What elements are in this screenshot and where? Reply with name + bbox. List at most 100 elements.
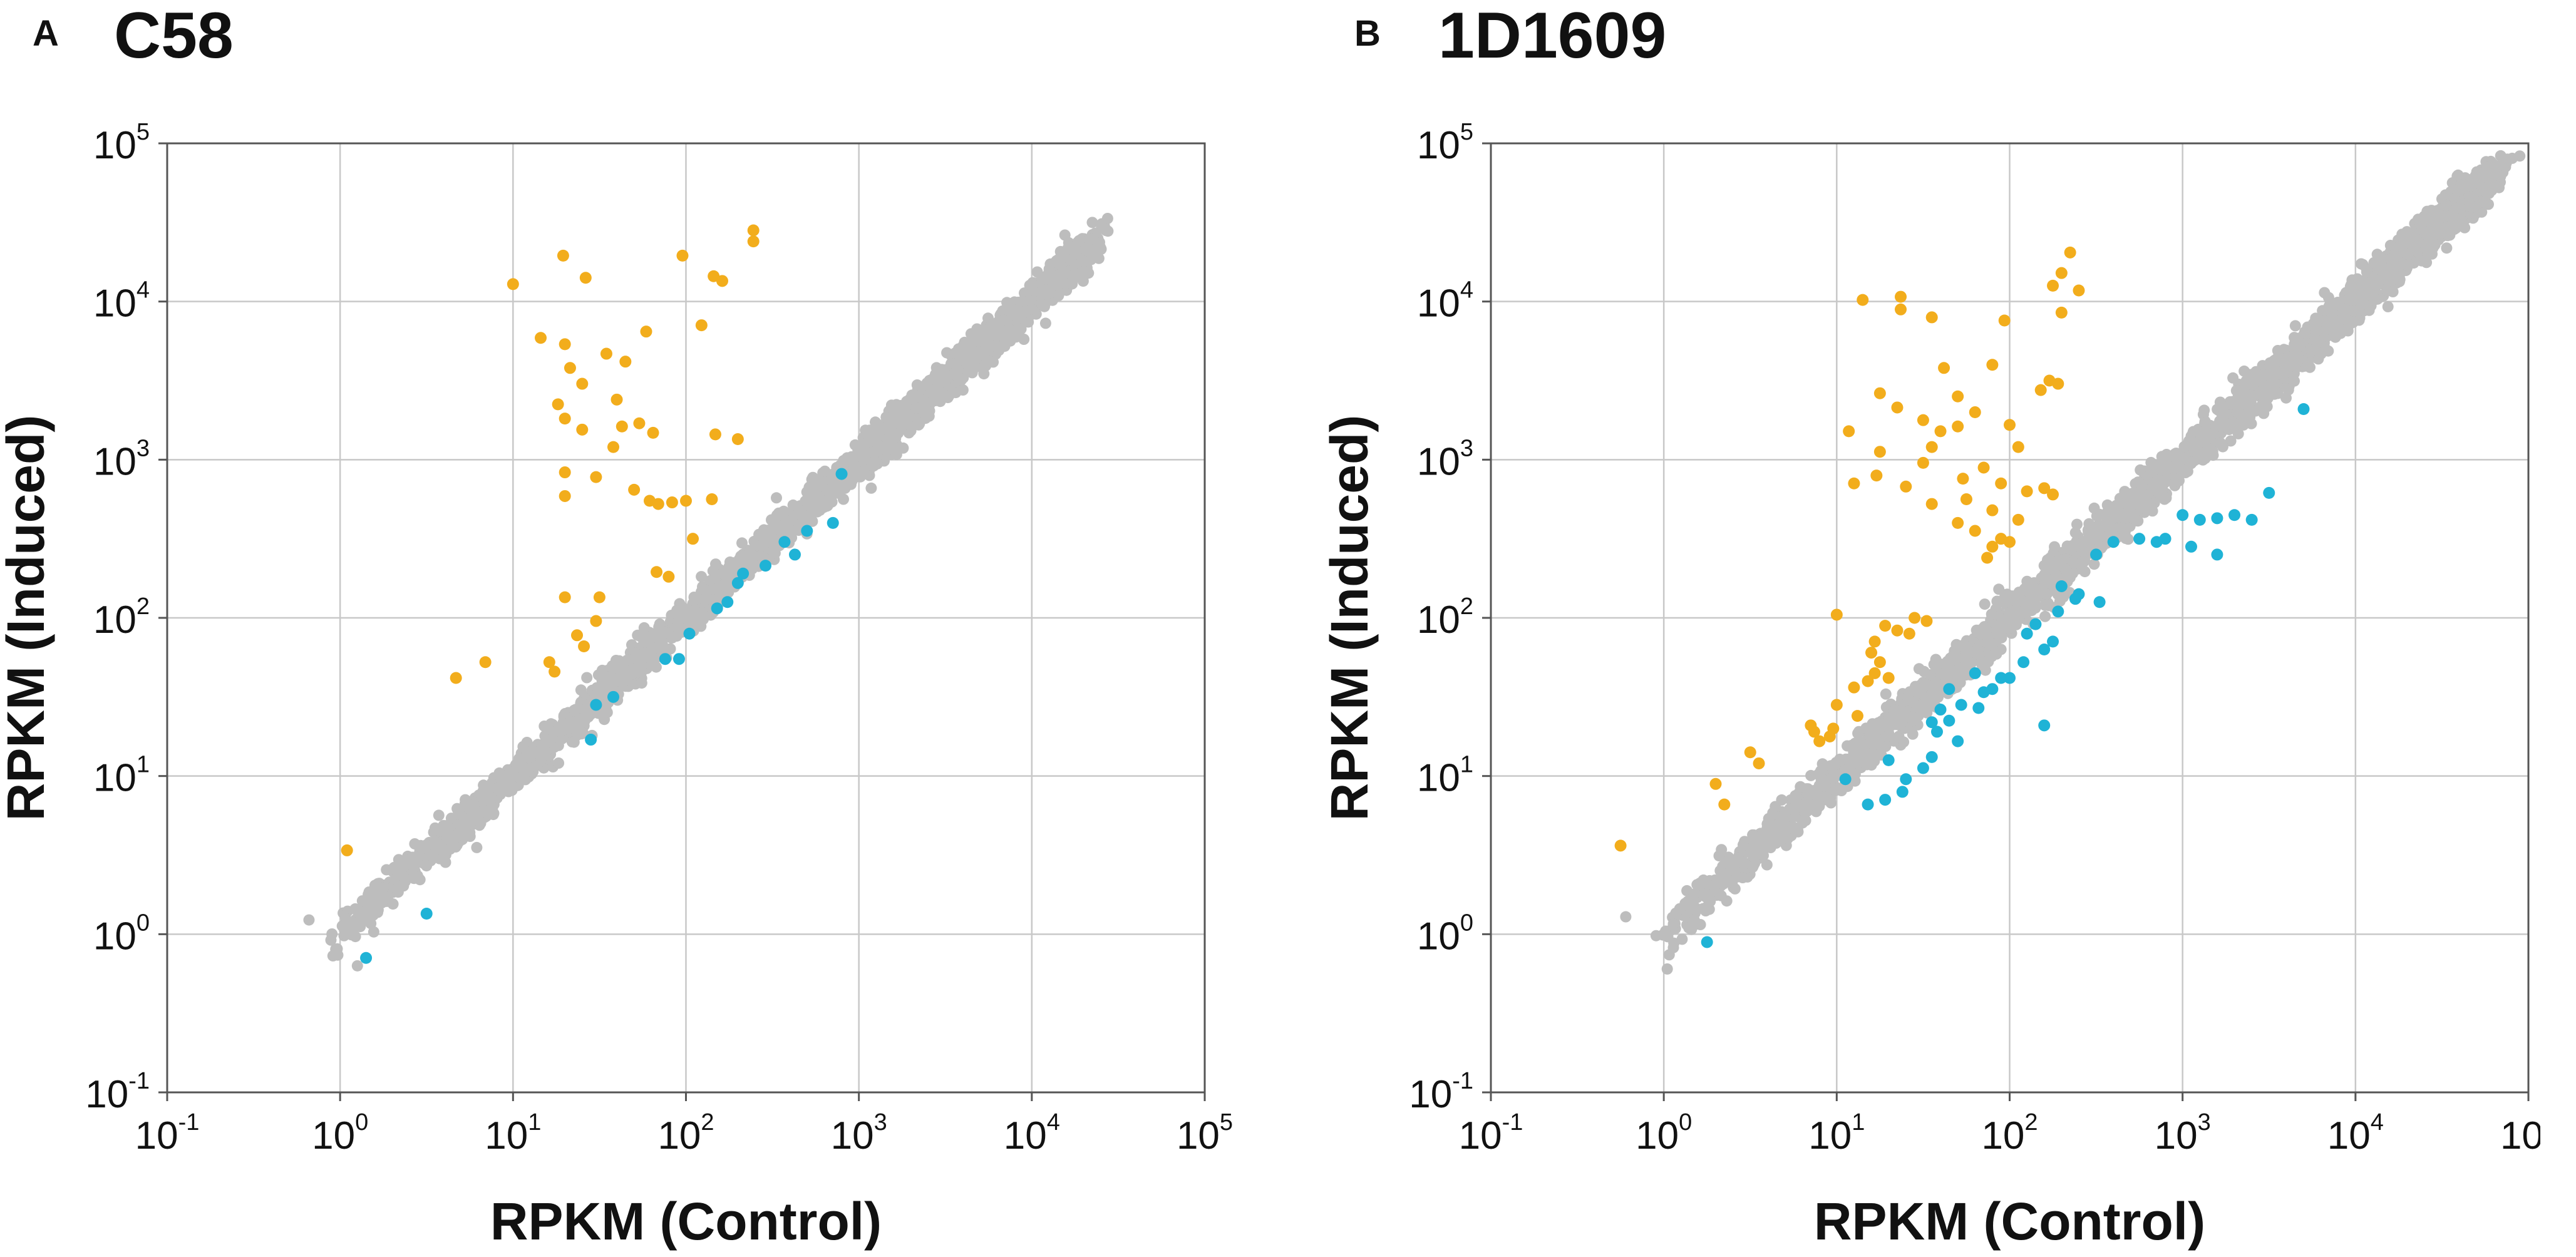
baseline-point [368, 926, 379, 938]
baseline-point [1933, 669, 1945, 680]
baseline-point [1001, 297, 1013, 309]
baseline-point [793, 508, 805, 520]
baseline-point [689, 593, 701, 605]
baseline-points [1620, 150, 2526, 975]
baseline-point [387, 898, 399, 910]
repressed-point [737, 567, 750, 580]
baseline-point [1059, 229, 1071, 241]
baseline-point [336, 920, 348, 932]
repressed-point [835, 468, 848, 480]
baseline-point [605, 678, 616, 690]
induced-point [450, 672, 462, 684]
baseline-point [865, 482, 877, 494]
baseline-point [920, 379, 932, 391]
chart-title: 1D1609 [1438, 0, 1667, 72]
repressed-point [827, 516, 839, 529]
baseline-point [460, 798, 471, 809]
baseline-point [838, 493, 849, 505]
baseline-point [445, 813, 457, 824]
induced-point [507, 278, 519, 290]
baseline-point [803, 500, 815, 512]
baseline-point [775, 520, 786, 532]
baseline-point [803, 490, 815, 501]
y-axis-label: RPKM (Induced) [0, 415, 55, 821]
induced-point [706, 493, 718, 505]
induced-point [716, 275, 728, 287]
induced-point [578, 640, 590, 652]
induced-point [747, 224, 760, 237]
baseline-point [1747, 861, 1759, 873]
baseline-point [381, 864, 393, 876]
repressed-point [788, 548, 801, 561]
baseline-point [2199, 436, 2211, 448]
repressed-point [420, 907, 433, 920]
baseline-point [523, 762, 534, 774]
repressed-point [721, 596, 734, 608]
repressed-point [683, 627, 696, 640]
baseline-point [707, 565, 719, 577]
induced-point [607, 441, 620, 453]
baseline-point [523, 746, 535, 758]
baseline-point [433, 809, 445, 821]
baseline-point [636, 677, 647, 689]
baseline-point [2013, 587, 2025, 598]
baseline-point [991, 320, 1002, 332]
baseline-point [514, 762, 526, 774]
baseline-point [1086, 217, 1098, 228]
baseline-point [889, 431, 901, 443]
baseline-point [376, 884, 388, 896]
baseline-point [768, 543, 780, 555]
repressed-point [778, 536, 791, 548]
series-repressed [360, 468, 848, 964]
induced-point [600, 347, 612, 360]
baseline-point [1813, 769, 1824, 781]
induced-point [687, 533, 699, 545]
baseline-point [2079, 566, 2091, 578]
induced-point [576, 423, 589, 436]
repressed-point [360, 952, 373, 964]
induced-point [731, 433, 744, 445]
baseline-point [2120, 488, 2132, 500]
induced-point [576, 377, 589, 390]
baseline-point [1095, 244, 1107, 255]
baseline-point [952, 364, 964, 376]
baseline-point [771, 492, 782, 504]
baseline-point [636, 659, 647, 670]
baseline-point [807, 471, 819, 483]
scatter-plot: 10-110-110010010110110210210310310410410… [0, 119, 1233, 1251]
baseline-point [1026, 304, 1038, 315]
baseline-point [947, 386, 959, 398]
baseline-point [821, 500, 833, 512]
baseline-point [707, 583, 719, 595]
baseline-point [718, 580, 729, 592]
baseline-point [743, 560, 755, 572]
baseline-point [1065, 254, 1077, 266]
baseline-point [929, 369, 941, 381]
baseline-point [435, 844, 447, 856]
induced-point [543, 656, 555, 669]
baseline-point [613, 655, 625, 667]
induced-point [747, 235, 760, 248]
induced-point [611, 393, 623, 406]
baseline-point [699, 610, 711, 622]
baseline-point [1805, 786, 1816, 798]
baseline-point [331, 943, 343, 955]
baseline-point [403, 854, 415, 866]
baseline-point [1069, 244, 1081, 255]
y-tick-label: 103 [93, 435, 150, 483]
baseline-point [1776, 794, 1788, 806]
baseline-point [949, 347, 961, 359]
induced-point [559, 490, 571, 502]
baseline-point [2071, 518, 2083, 530]
x-tick-label: 101 [485, 1109, 541, 1157]
repressed-point [801, 525, 813, 537]
y-tick-label: 10-1 [85, 1068, 150, 1116]
baseline-point [548, 726, 560, 738]
baseline-point [1038, 273, 1049, 285]
baseline-point [350, 920, 362, 932]
baseline-point [766, 514, 777, 526]
baseline-point [1825, 797, 1837, 809]
baseline-point [471, 841, 483, 853]
baseline-point [905, 411, 917, 423]
baseline-point [778, 505, 790, 517]
